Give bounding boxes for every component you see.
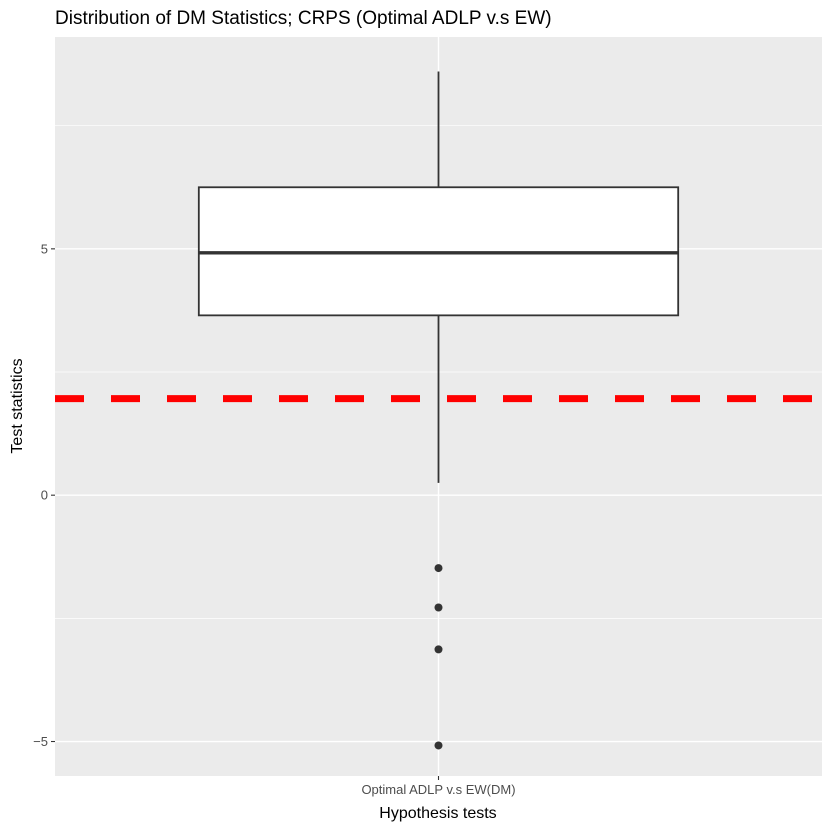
outlier-point: [434, 645, 443, 654]
outlier-point: [434, 603, 443, 612]
outlier-point: [434, 564, 443, 573]
x-tick-label: Optimal ADLP v.s EW(DM): [361, 782, 515, 797]
plot-marks: [55, 71, 822, 750]
y-tick-label: 5: [41, 241, 48, 256]
y-tick-label: 0: [41, 488, 48, 503]
y-axis-title: Test statistics: [9, 358, 26, 453]
y-axis: −5 0 5: [33, 241, 55, 749]
x-axis: Optimal ADLP v.s EW(DM): [361, 776, 516, 797]
y-tick-label: −5: [33, 734, 48, 749]
chart-title: Distribution of DM Statistics; CRPS (Opt…: [55, 8, 552, 29]
x-axis-title: Hypothesis tests: [379, 805, 496, 822]
outlier-point: [434, 741, 443, 750]
